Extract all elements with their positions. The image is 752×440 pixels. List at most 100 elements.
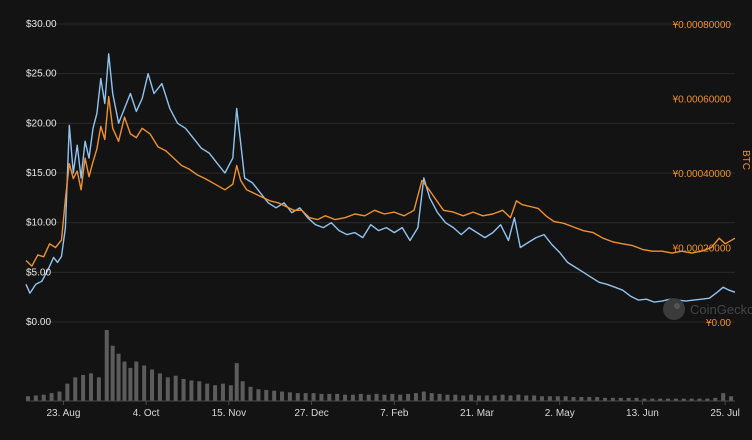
volume-bar — [165, 377, 170, 401]
volume-bar — [673, 398, 678, 401]
x-axis: 23. Aug 4. Oct 15. Nov 27. Dec 7. Feb 21. Mar… — [26, 400, 740, 419]
volume-bar — [595, 397, 600, 401]
volume-bar — [234, 363, 239, 401]
volume-bar — [213, 385, 218, 401]
volume-bar — [287, 392, 292, 401]
volume-bar — [81, 374, 86, 401]
btc-price-line — [25, 95, 736, 267]
volume-bar — [96, 377, 101, 401]
left-tick-label: $20.00 — [26, 118, 57, 129]
right-tick-label: Ұ0.00060000 — [673, 95, 732, 106]
usd-price-line — [25, 53, 736, 303]
series-lines — [25, 53, 736, 303]
volume-bar — [57, 391, 62, 401]
volume-bar — [713, 397, 718, 401]
x-tick-label: 27. Dec — [294, 408, 328, 419]
x-tick-label: 4. Oct — [133, 408, 160, 419]
volume-bar — [248, 386, 253, 401]
volume-bar — [469, 394, 474, 401]
volume-bar — [189, 380, 194, 401]
volume-bar — [134, 361, 139, 401]
volume-bar — [421, 391, 426, 401]
right-tick-label: Ұ0.00040000 — [673, 169, 732, 180]
volume-bar — [603, 397, 608, 401]
volume-bar — [587, 397, 592, 401]
volume-bar — [413, 393, 418, 401]
volume-bar — [116, 353, 121, 401]
volume-bar — [104, 330, 109, 401]
volume-bar — [729, 396, 734, 401]
volume-bar — [319, 393, 324, 401]
volume-bar — [532, 395, 537, 401]
volume-bar — [563, 396, 568, 401]
volume-bar — [453, 394, 458, 401]
volume-bar — [642, 398, 647, 401]
volume-bar — [358, 393, 363, 401]
volume-bar — [264, 389, 269, 401]
volume-bar — [128, 367, 133, 401]
volume-bar — [382, 394, 387, 401]
left-tick-label: $5.00 — [26, 267, 51, 278]
volume-bar — [539, 396, 544, 401]
x-tick-label: 2. May — [545, 408, 575, 419]
volume-bar — [327, 393, 332, 401]
volume-bar — [240, 381, 245, 401]
volume-bar — [547, 396, 552, 401]
volume-bar — [476, 395, 481, 401]
left-tick-label: $30.00 — [26, 19, 57, 30]
volume-bar — [406, 393, 411, 401]
volume-bar — [524, 395, 529, 401]
volume-bar — [445, 394, 450, 401]
x-tick-label: 21. Mar — [460, 408, 495, 419]
volume-bar — [73, 377, 78, 401]
volume-bar — [173, 375, 178, 401]
volume-bar — [295, 393, 300, 401]
volume-bar — [390, 393, 395, 401]
volume-bar — [579, 397, 584, 401]
volume-bar — [311, 393, 316, 401]
volume-bar — [618, 397, 623, 401]
left-tick-label: $25.00 — [26, 69, 57, 80]
left-tick-label: $10.00 — [26, 218, 57, 229]
volume-bar — [516, 394, 521, 401]
volume-bar — [571, 397, 576, 401]
volume-bar — [705, 398, 710, 401]
volume-bar — [181, 378, 186, 401]
volume-bar — [508, 395, 513, 401]
left-tick-label: $15.00 — [26, 168, 57, 179]
volume-bar — [41, 394, 46, 401]
volume-bar — [343, 394, 348, 401]
volume-bar — [374, 393, 379, 401]
volume-bar — [666, 398, 671, 401]
volume-bar — [492, 395, 497, 401]
watermark-logo-eye — [674, 303, 680, 309]
x-tick-label: 7. Feb — [380, 408, 409, 419]
volume-bar — [461, 395, 466, 401]
volume-bar — [33, 395, 38, 401]
volume-bar — [303, 393, 308, 401]
watermark-logo — [663, 298, 685, 320]
volume-bar — [272, 390, 277, 401]
right-y-axis: Ұ0.00080000 Ұ0.00060000 Ұ0.00040000 Ұ0.0002… — [673, 20, 732, 329]
volume-bar — [398, 394, 403, 401]
volume-bar — [681, 398, 686, 401]
volume-bar — [697, 398, 702, 401]
volume-bar — [366, 394, 371, 401]
volume-bar — [205, 383, 210, 401]
volume-bar — [228, 385, 233, 401]
right-tick-label: Ұ0.00020000 — [673, 244, 732, 255]
x-tick-label: 25. Jul — [710, 408, 739, 419]
right-tick-label: Ұ0.00 — [706, 318, 731, 329]
volume-bar — [484, 395, 489, 401]
volume-bar — [122, 361, 127, 401]
volume-bar — [256, 389, 261, 401]
volume-bar — [280, 391, 285, 401]
right-axis-title: BTC — [740, 150, 751, 170]
volume-bar — [555, 396, 560, 401]
volume-bar — [500, 394, 505, 401]
volume-bar — [634, 397, 639, 401]
volume-bar — [721, 393, 726, 401]
volume-bar — [437, 393, 442, 401]
watermark: CoinGecko — [663, 298, 752, 320]
